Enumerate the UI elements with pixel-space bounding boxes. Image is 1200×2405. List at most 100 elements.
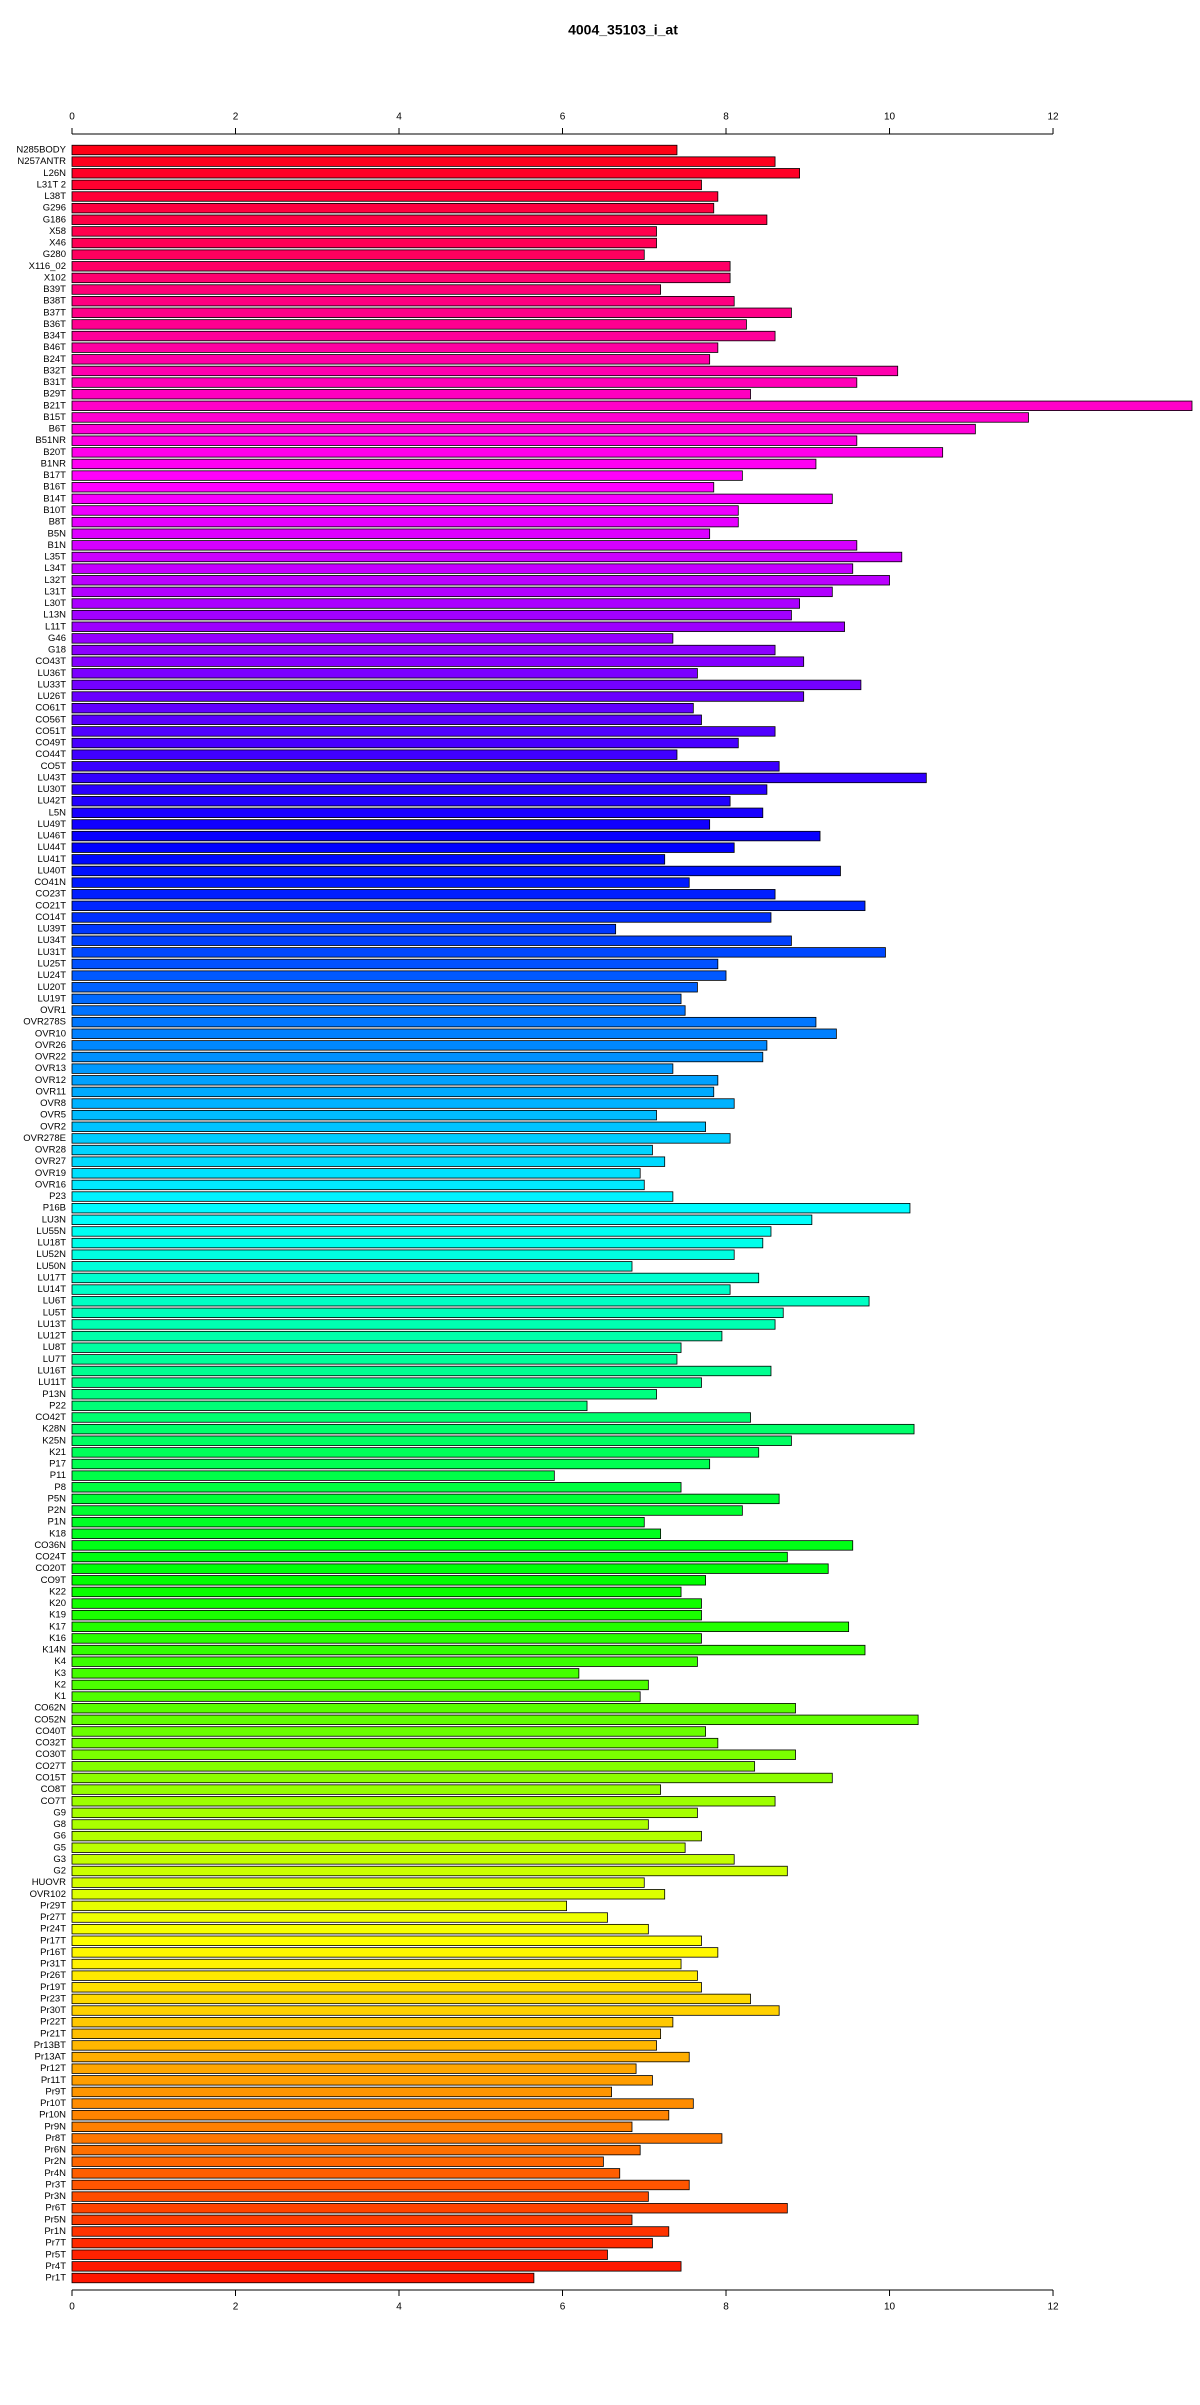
bar [71, 1051, 764, 1063]
y-tick-label: Pr10N [39, 2110, 66, 2121]
bar [71, 749, 678, 760]
y-tick-label: LU39T [37, 924, 66, 935]
y-tick-label: OVR278S [23, 1017, 66, 1028]
y-tick-label: LU8T [43, 1342, 66, 1353]
bar [71, 889, 776, 900]
bar [71, 2191, 649, 2202]
y-tick-label: P22 [49, 1400, 66, 1411]
x-tick-label: 4 [396, 112, 402, 123]
bar [71, 784, 768, 795]
y-tick-label: LU18T [37, 1238, 66, 1249]
y-tick-label: OVR2 [40, 1121, 66, 1132]
y-tick-label: LU46T [37, 831, 66, 842]
y-tick-label: OVR12 [35, 1075, 66, 1086]
bar [71, 1598, 702, 1609]
y-tick-label: OVR27 [35, 1156, 66, 1167]
y-tick-label: B46T [43, 342, 66, 353]
y-tick-label: LU7T [43, 1354, 66, 1365]
bar [71, 1575, 706, 1586]
bar [71, 1784, 662, 1795]
bar [71, 1563, 829, 1574]
bar [71, 714, 702, 725]
y-tick-label: CO42T [35, 1412, 66, 1423]
y-tick-label: L26N [43, 168, 66, 179]
y-tick-label: CO7T [41, 1796, 67, 1807]
y-tick-label: LU5T [43, 1307, 66, 1318]
bar [71, 1319, 776, 1330]
y-tick-label: LU34T [37, 935, 66, 946]
bar [71, 1330, 723, 1342]
bar [71, 644, 776, 656]
y-tick-label: Pr19T [40, 1982, 66, 1993]
y-tick-label: LU20T [37, 982, 66, 993]
y-tick-label: LU25T [37, 959, 66, 970]
y-tick-label: B10T [43, 505, 66, 516]
bar [71, 1621, 850, 1632]
x-tick-label: 10 [884, 112, 896, 123]
bar [71, 493, 833, 505]
y-tick-label: L11T [45, 621, 66, 632]
y-tick-label: OVR26 [35, 1040, 66, 1051]
y-tick-label: K16 [49, 1633, 66, 1644]
bar [71, 1005, 686, 1016]
bar [71, 2156, 604, 2167]
y-tick-label: B5N [48, 528, 67, 539]
bar [71, 1249, 735, 1260]
bar [71, 1947, 719, 1958]
bar [71, 1761, 756, 1772]
bar [71, 2168, 621, 2179]
y-tick-label: X58 [49, 226, 66, 237]
y-tick-label: B51NR [35, 435, 66, 446]
y-tick-label: OVR11 [36, 1086, 66, 1097]
y-tick-label: LU44T [37, 842, 66, 853]
bar [71, 1156, 666, 1167]
y-tick-label: Pr6N [44, 2145, 66, 2156]
y-tick-label: CO8T [41, 1784, 67, 1795]
bar [71, 2261, 682, 2272]
bar [71, 2203, 788, 2214]
bar [71, 168, 800, 179]
bar [71, 1540, 854, 1551]
y-tick-label: LU41T [37, 854, 66, 865]
y-tick-label: G296 [43, 203, 66, 214]
bar [71, 1586, 682, 1598]
y-tick-label: P5N [48, 1493, 67, 1504]
bar [71, 1993, 751, 2005]
bar [71, 1900, 567, 1912]
y-tick-label: K19 [49, 1610, 66, 1621]
y-tick-label: Pr5N [44, 2214, 66, 2225]
y-tick-label: G8 [53, 1819, 66, 1830]
bar [71, 516, 739, 528]
x-tick-label: 2 [233, 2302, 239, 2313]
y-tick-label: Pr4N [44, 2168, 66, 2179]
bar [71, 1179, 645, 1191]
bar [71, 202, 715, 214]
bar [71, 900, 866, 912]
y-tick-label: B32T [43, 365, 66, 376]
y-tick-label: CO24T [35, 1552, 66, 1563]
bar [71, 679, 862, 691]
bar [71, 935, 792, 946]
bar [71, 1633, 702, 1644]
y-tick-label: Pr13BT [34, 2040, 66, 2051]
bar [71, 923, 617, 935]
y-tick-label: CO49T [35, 738, 66, 749]
bar [71, 144, 678, 156]
y-tick-label: LU16T [37, 1365, 66, 1376]
bar [71, 621, 845, 632]
bar [71, 1354, 678, 1365]
y-tick-label: B16T [43, 482, 66, 493]
bar [71, 1958, 682, 1970]
bar [71, 1726, 706, 1737]
bar [71, 1970, 698, 1981]
bar [71, 412, 1029, 423]
bar [71, 2063, 637, 2074]
y-tick-label: LU3N [42, 1214, 66, 1225]
x-tick-label: 2 [233, 112, 239, 123]
bar [71, 854, 666, 865]
y-tick-label: Pr2N [44, 2156, 66, 2167]
y-tick-label: Pr26T [40, 1970, 66, 1981]
bar [71, 1144, 653, 1156]
bar [71, 365, 899, 377]
